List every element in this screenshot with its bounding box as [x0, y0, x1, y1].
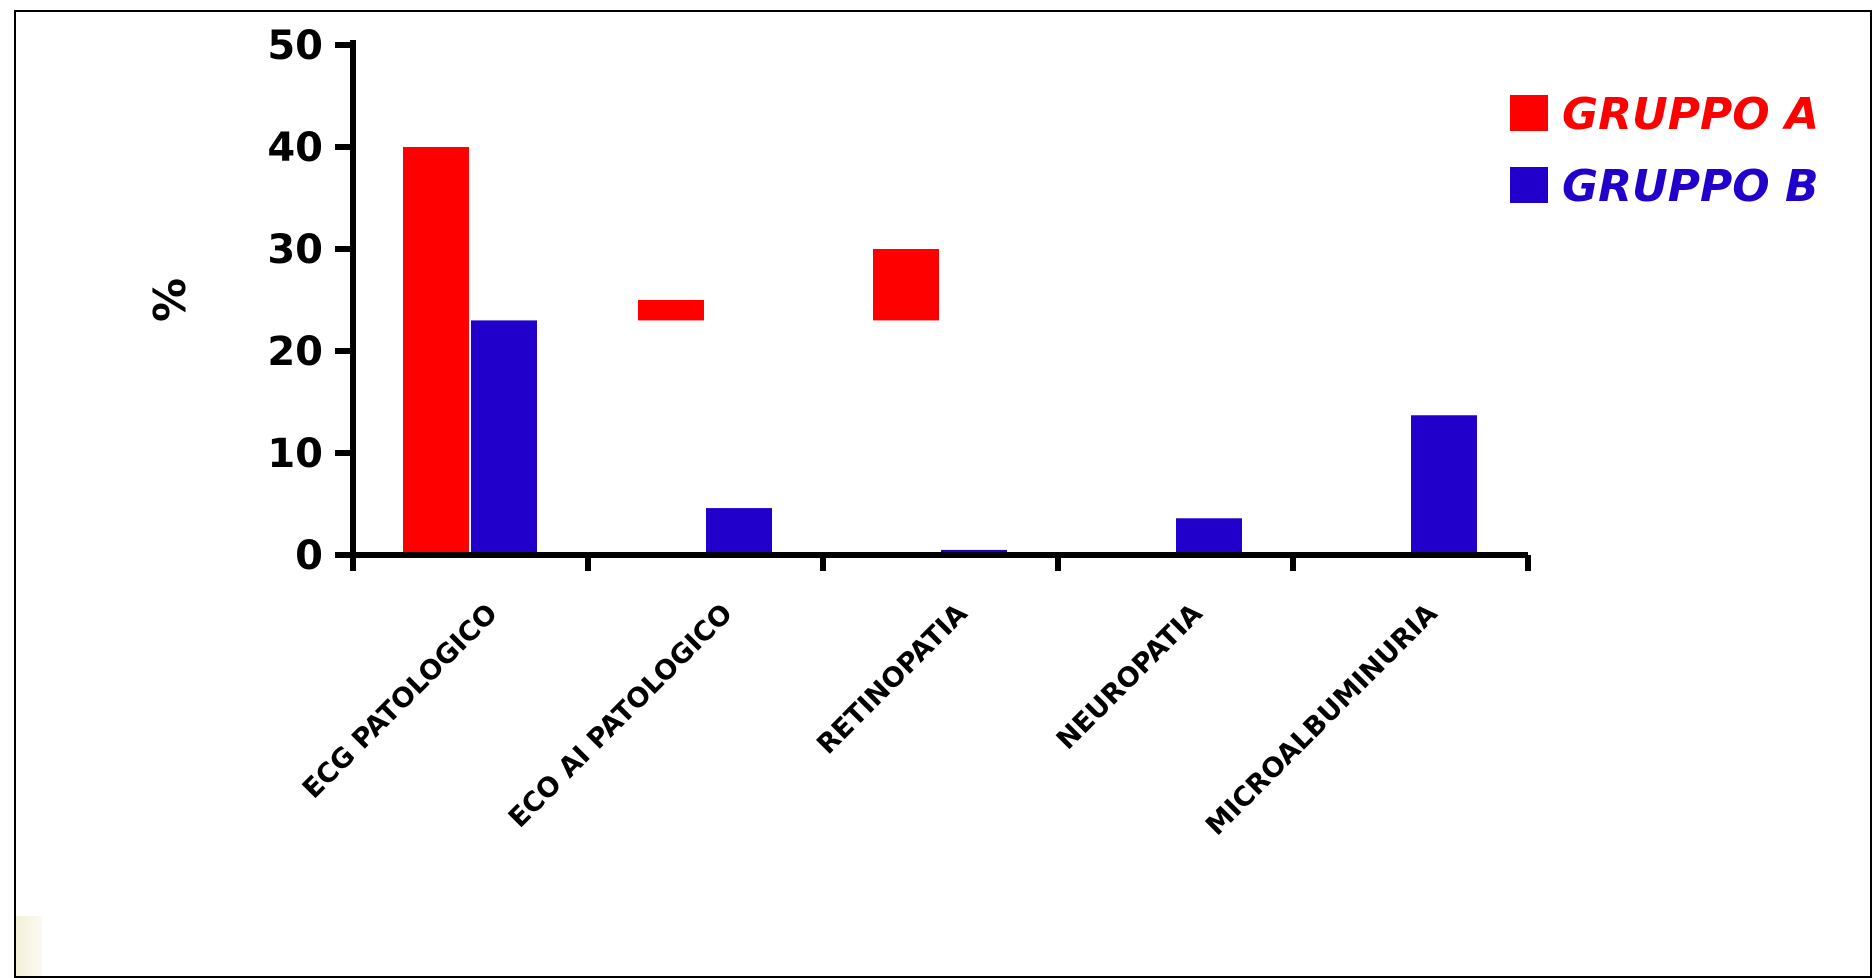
bar-gruppo-b-4 [1411, 415, 1477, 555]
category-label-1: ECO AI PATOLOGICO [503, 598, 739, 834]
y-tick-labels: 0 10 20 30 40 50 [267, 23, 323, 579]
category-label-2: RETINOPATIA [811, 598, 974, 761]
category-labels: ECG PATOLOGICO ECO AI PATOLOGICO RETINOPAT… [297, 598, 1444, 842]
category-label-0: ECG PATOLOGICO [297, 598, 504, 805]
y-tick-label-40: 40 [267, 125, 323, 171]
bar-gruppo-b-1 [706, 508, 772, 555]
y-tick-label-50: 50 [267, 23, 323, 69]
legend-label-0: GRUPPO A [1562, 89, 1819, 140]
bar-gruppo-a-2 [873, 249, 939, 321]
y-tick-label-10: 10 [267, 431, 323, 477]
legend-label-1: GRUPPO B [1562, 161, 1818, 212]
legend-swatch-1 [1510, 167, 1548, 203]
bar-gruppo-b-3 [1176, 518, 1242, 555]
y-axis-label: % [145, 278, 196, 322]
category-label-4: MICROALBUMINURIA [1200, 598, 1444, 842]
y-tick-label-30: 30 [267, 227, 323, 273]
corner-decoration [16, 916, 42, 976]
chart-frame [14, 10, 1872, 978]
legend-swatch-0 [1510, 95, 1548, 131]
bars-layer [403, 147, 1477, 555]
y-tick-label-20: 20 [267, 329, 323, 375]
bar-gruppo-b-0 [471, 320, 537, 555]
y-tick-label-0: 0 [295, 533, 323, 579]
legend: GRUPPO A GRUPPO B [1510, 89, 1819, 212]
bar-gruppo-a-0 [403, 147, 469, 555]
bar-gruppo-a-1 [638, 300, 704, 321]
axes-layer [335, 40, 1531, 571]
category-label-3: NEUROPATIA [1051, 598, 1209, 756]
